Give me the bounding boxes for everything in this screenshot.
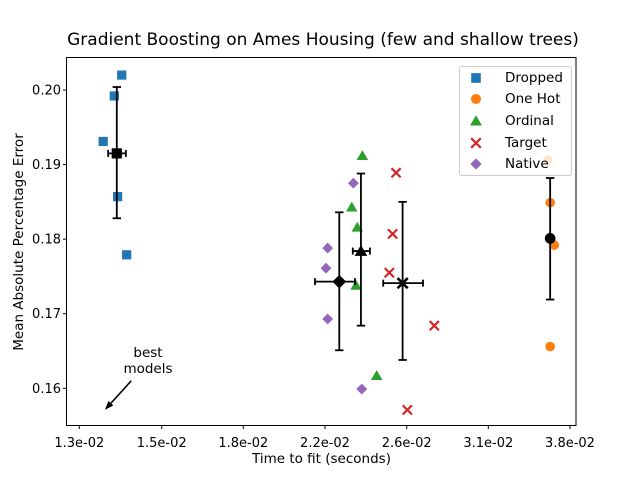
x-tick-label: 2.6e-02: [382, 436, 432, 451]
marker-diamond: [322, 242, 334, 254]
legend-label: Native: [505, 156, 549, 173]
x-axis-label: Time to fit (seconds): [252, 451, 391, 467]
x-tick-label: 3.8e-02: [545, 436, 595, 451]
legend-row-target: Target: [460, 132, 571, 154]
legend-row-one-hot: One Hot: [460, 89, 571, 111]
legend-triangle-icon: [460, 113, 494, 129]
legend-label: Target: [505, 134, 547, 151]
annotation-best-models: best models: [108, 345, 188, 377]
series-target: [383, 167, 440, 416]
marker-square: [111, 148, 122, 159]
axes-frame: [66, 57, 577, 426]
chart-title: Gradient Boosting on Ames Housing (few a…: [67, 30, 579, 50]
mean-errorbar-target: [382, 200, 424, 361]
mean-errorbar-native: [314, 211, 356, 352]
legend-diamond-icon: [460, 156, 494, 172]
marker-x: [401, 404, 413, 416]
marker-triangle: [470, 115, 482, 126]
annotation-arrow-line: [110, 380, 132, 404]
marker-diamond: [470, 158, 482, 170]
x-tick-label: 1.5e-02: [137, 436, 187, 451]
y-axis-label: Mean Absolute Percentage Error: [11, 133, 27, 351]
annotation-line-2: models: [123, 361, 173, 377]
y-tick-label: 0.16: [32, 382, 61, 397]
x-tick-label: 3.1e-02: [463, 436, 513, 451]
marker-x: [396, 277, 409, 290]
marker-x: [428, 320, 440, 332]
marker-triangle: [346, 201, 358, 212]
annotation-line-1: best: [133, 345, 163, 361]
series-dropped: [98, 70, 132, 260]
mean-errorbar-one-hot: [544, 177, 556, 301]
legend-square-icon: [460, 70, 494, 86]
legend: Dropped One Hot Ordinal Target Native: [459, 66, 572, 176]
x-tick-label: 1.8e-02: [218, 436, 268, 451]
marker-triangle: [356, 150, 369, 160]
legend-row-ordinal: Ordinal: [460, 110, 571, 132]
marker-x: [470, 137, 482, 149]
triangle-icon: [470, 115, 482, 126]
legend-x-icon: [460, 135, 494, 151]
legend-row-native: Native: [460, 153, 571, 175]
y-tick-label: 0.20: [32, 84, 61, 99]
mean-errorbar-dropped: [107, 86, 127, 220]
marker-square: [109, 91, 119, 101]
marker-x: [387, 228, 398, 240]
x-tick-label: 2.2e-02: [300, 436, 350, 451]
y-tick-label: 0.17: [32, 307, 61, 322]
legend-label: One Hot: [505, 91, 561, 108]
marker-diamond: [332, 274, 347, 289]
square-icon: [471, 72, 481, 83]
mean-errorbar-ordinal: [351, 172, 371, 327]
legend-circle-icon: [460, 91, 494, 107]
y-tick-label: 0.19: [32, 158, 61, 173]
marker-triangle: [354, 244, 368, 256]
annotation-arrow-head: [104, 401, 114, 410]
marker-diamond: [347, 177, 359, 189]
marker-diamond: [322, 313, 334, 325]
legend-label: Dropped: [505, 69, 563, 86]
series-native: [320, 177, 368, 395]
y-tick-label: 0.18: [32, 233, 61, 248]
marker-square: [117, 70, 127, 80]
x-tick-label: 1.3e-02: [54, 436, 104, 451]
marker-triangle: [370, 370, 383, 380]
x-icon: [470, 137, 482, 149]
marker-triangle: [350, 279, 362, 290]
diamond-icon: [470, 158, 482, 170]
legend-label: Ordinal: [505, 112, 554, 129]
marker-circle: [544, 233, 556, 244]
marker-circle: [470, 94, 482, 105]
marker-square: [98, 136, 108, 147]
legend-row-dropped: Dropped: [460, 67, 571, 89]
marker-diamond: [356, 383, 368, 395]
marker-diamond: [320, 262, 332, 274]
marker-circle: [545, 341, 555, 352]
marker-x: [390, 167, 402, 179]
marker-x: [383, 267, 395, 279]
circle-icon: [470, 94, 482, 105]
marker-square: [122, 250, 132, 260]
marker-square: [471, 72, 481, 83]
